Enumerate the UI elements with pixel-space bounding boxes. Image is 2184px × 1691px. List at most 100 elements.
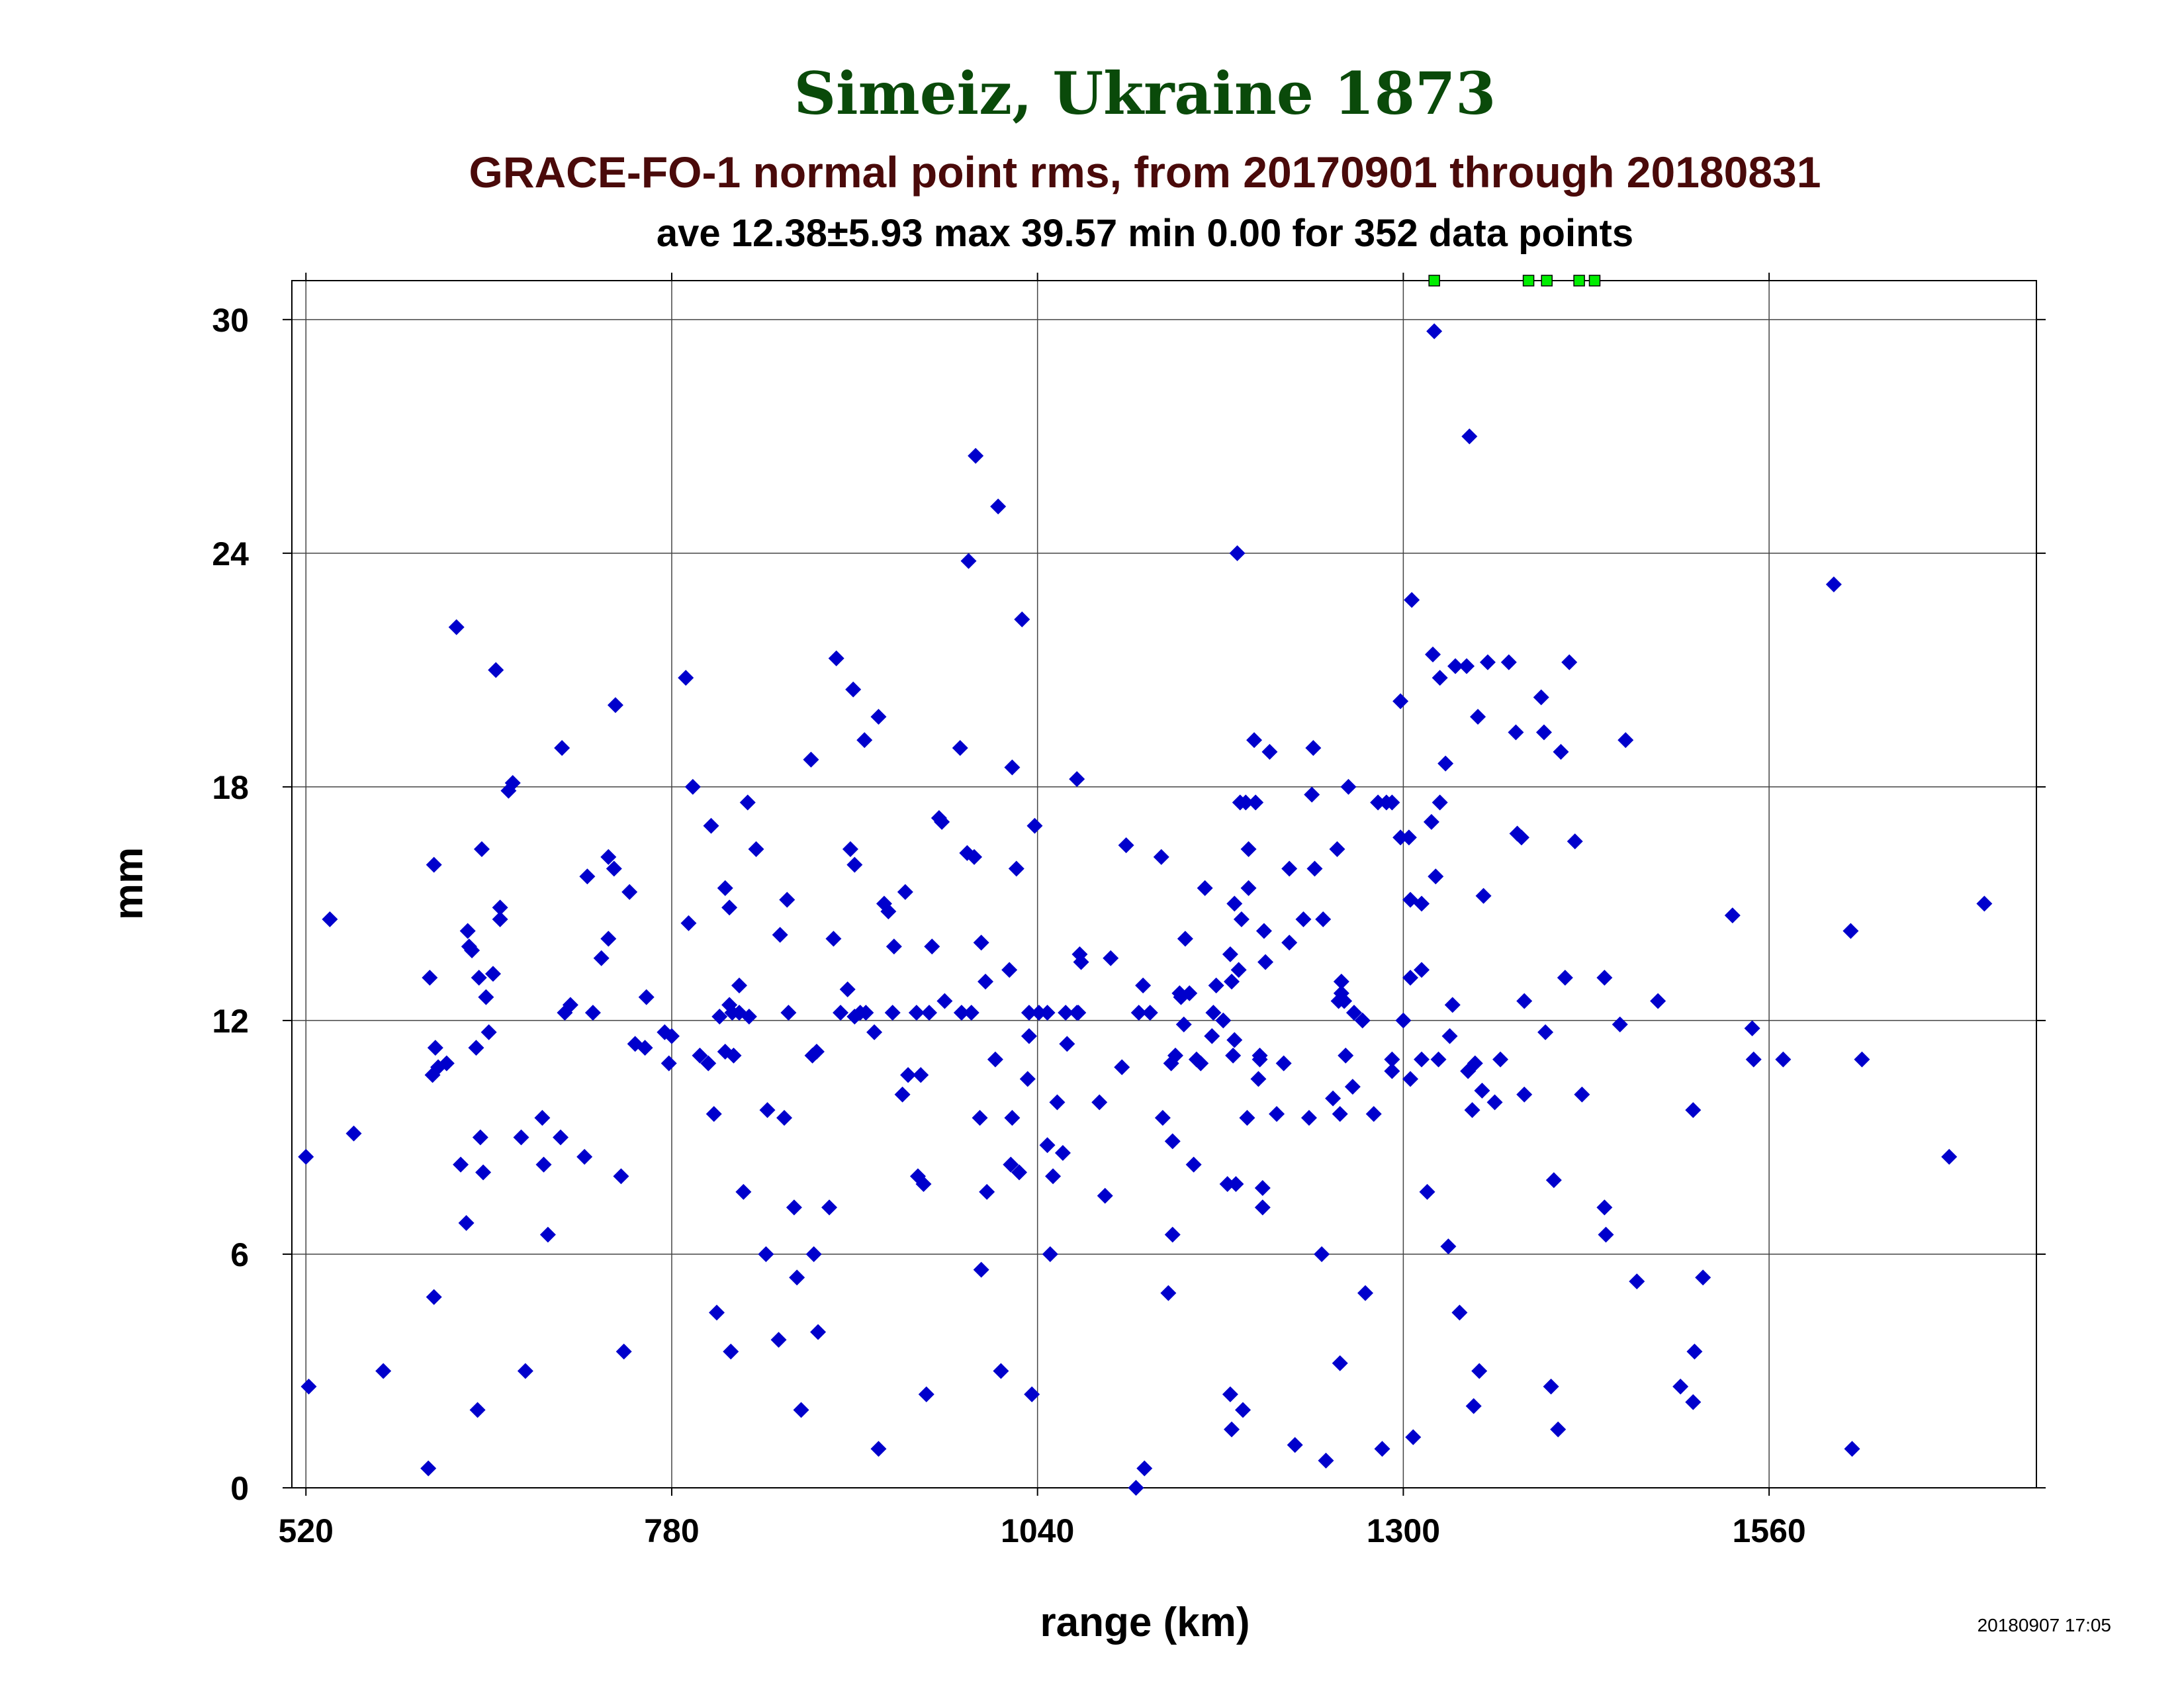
data-point bbox=[1533, 689, 1549, 706]
data-point bbox=[1596, 970, 1613, 986]
data-point bbox=[1118, 837, 1134, 854]
data-point bbox=[703, 817, 719, 834]
data-point bbox=[821, 1199, 838, 1216]
data-point bbox=[1281, 860, 1298, 877]
data-point bbox=[921, 1005, 937, 1021]
data-point bbox=[1423, 813, 1439, 830]
data-point bbox=[1432, 794, 1448, 811]
data-point bbox=[978, 974, 994, 990]
data-point bbox=[1492, 1051, 1509, 1068]
data-point bbox=[1451, 1304, 1468, 1321]
data-point bbox=[1384, 1063, 1400, 1079]
data-point bbox=[808, 1044, 825, 1060]
data-point bbox=[1479, 654, 1496, 670]
data-point bbox=[1136, 1460, 1153, 1477]
data-point bbox=[1444, 997, 1461, 1013]
data-point bbox=[1295, 911, 1312, 927]
data-point bbox=[1229, 545, 1246, 561]
data-point bbox=[858, 1005, 874, 1021]
data-point bbox=[492, 911, 508, 927]
data-point bbox=[1246, 732, 1263, 749]
data-point bbox=[1315, 911, 1332, 927]
data-point bbox=[1233, 911, 1250, 927]
data-point bbox=[426, 856, 442, 873]
overflow-marker bbox=[1573, 275, 1585, 287]
data-point bbox=[776, 1110, 793, 1126]
data-point bbox=[897, 884, 913, 900]
data-point bbox=[613, 1168, 629, 1185]
data-point bbox=[1314, 1246, 1330, 1262]
data-point bbox=[1219, 1176, 1236, 1193]
data-point bbox=[1405, 1429, 1422, 1445]
data-point bbox=[1426, 323, 1443, 340]
data-point bbox=[420, 1460, 437, 1477]
grid bbox=[292, 281, 2036, 1488]
data-point bbox=[1724, 907, 1741, 924]
data-point bbox=[979, 1183, 995, 1200]
data-point bbox=[735, 1183, 752, 1200]
data-point bbox=[1254, 1199, 1271, 1216]
data-point bbox=[1486, 1094, 1503, 1111]
data-point bbox=[880, 903, 897, 920]
data-point bbox=[1049, 1094, 1066, 1111]
timestamp: 20180907 17:05 bbox=[1978, 1615, 2111, 1635]
data-point bbox=[1091, 1094, 1108, 1111]
data-point bbox=[1103, 950, 1119, 966]
data-point bbox=[1004, 1110, 1021, 1126]
data-points bbox=[298, 323, 1993, 1496]
data-point bbox=[535, 1156, 552, 1173]
data-point bbox=[1402, 1071, 1419, 1087]
data-point bbox=[1177, 931, 1193, 947]
data-point bbox=[438, 1055, 455, 1072]
data-point bbox=[973, 1261, 989, 1278]
data-point bbox=[1164, 1226, 1181, 1243]
data-point bbox=[1305, 740, 1322, 756]
data-point bbox=[1508, 724, 1524, 741]
data-point bbox=[459, 923, 476, 939]
data-point bbox=[828, 650, 844, 666]
data-point bbox=[772, 927, 788, 943]
data-point bbox=[1612, 1016, 1628, 1032]
data-point bbox=[731, 977, 748, 993]
data-point bbox=[298, 1148, 314, 1165]
data-point bbox=[1474, 1082, 1490, 1099]
data-point bbox=[1629, 1273, 1645, 1290]
data-point bbox=[600, 848, 617, 865]
data-point bbox=[1054, 1144, 1071, 1161]
data-point bbox=[1414, 1051, 1430, 1068]
data-point bbox=[739, 794, 756, 811]
data-point bbox=[472, 1129, 488, 1146]
y-tick-label: 12 bbox=[212, 1003, 249, 1040]
data-point bbox=[779, 891, 796, 908]
data-point bbox=[478, 989, 494, 1005]
data-point bbox=[1073, 954, 1089, 970]
data-point bbox=[422, 970, 438, 986]
data-point bbox=[448, 619, 465, 635]
data-point bbox=[426, 1289, 442, 1305]
data-point bbox=[1471, 1363, 1488, 1379]
data-point bbox=[469, 1402, 486, 1418]
data-point bbox=[721, 899, 738, 916]
data-point bbox=[1333, 974, 1349, 990]
data-point bbox=[1414, 895, 1430, 912]
data-point bbox=[1160, 1285, 1177, 1301]
data-point bbox=[1843, 923, 1859, 939]
data-point bbox=[1384, 794, 1400, 811]
data-point bbox=[453, 1156, 469, 1173]
data-point bbox=[1976, 895, 1993, 912]
data-point bbox=[758, 1246, 774, 1262]
data-point bbox=[684, 778, 701, 795]
data-point bbox=[993, 1363, 1009, 1379]
overflow-marker bbox=[1541, 275, 1553, 287]
overflow-markers bbox=[1428, 275, 1601, 287]
data-point bbox=[660, 1055, 677, 1072]
data-point bbox=[1250, 1071, 1267, 1087]
data-point bbox=[1419, 1183, 1435, 1200]
data-point bbox=[1153, 848, 1169, 865]
data-point bbox=[1240, 880, 1257, 896]
data-point bbox=[711, 1009, 728, 1025]
data-point bbox=[700, 1055, 717, 1072]
data-point bbox=[963, 1005, 979, 1021]
data-point bbox=[1275, 1055, 1292, 1072]
data-point bbox=[584, 1005, 601, 1021]
